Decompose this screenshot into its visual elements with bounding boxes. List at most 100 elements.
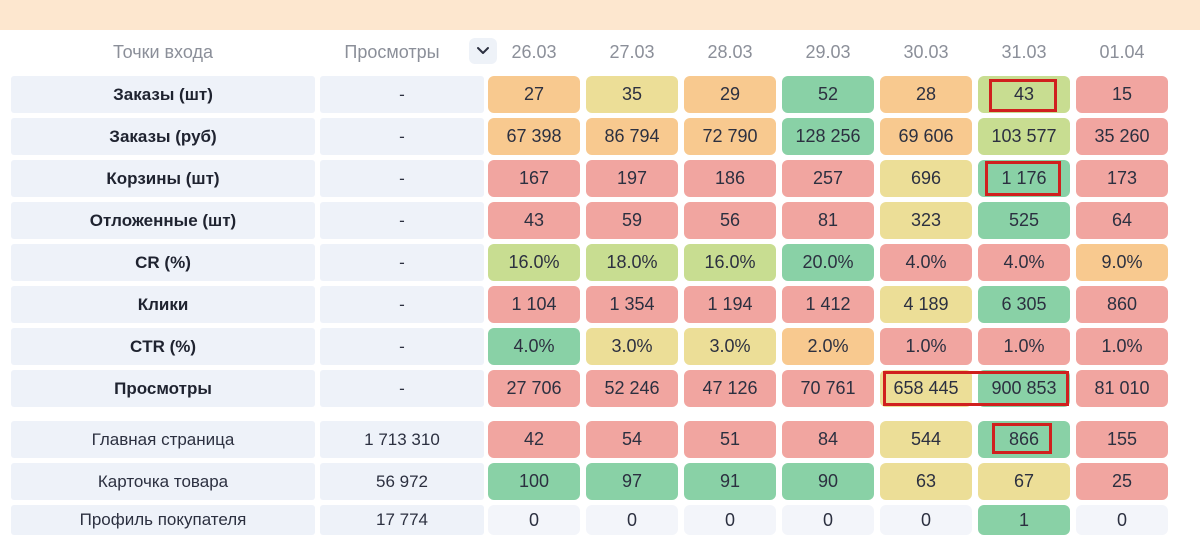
value-cell: 90 [782, 463, 874, 500]
value-cell: 696 [880, 160, 972, 197]
value-cell: 16.0% [488, 244, 580, 281]
header-entry-points: Точки входа [112, 42, 213, 62]
value-cell: 43 [978, 76, 1070, 113]
header-views[interactable]: Просмотры [344, 42, 440, 62]
value-cell: 900 853 [978, 370, 1070, 407]
value-cell: 0 [880, 505, 972, 535]
views-cell: - [320, 118, 484, 155]
value-cell: 2.0% [782, 328, 874, 365]
value-cell: 1.0% [1076, 328, 1168, 365]
sort-button[interactable] [469, 38, 497, 64]
value-cell: 27 [488, 76, 580, 113]
date-header[interactable]: 01.04 [1099, 42, 1145, 62]
value-cell: 1 [978, 505, 1070, 535]
metric-row: Просмотры -27 706 52 246 47 126 70 761 658 44… [0, 370, 1200, 407]
value-cell: 43 [488, 202, 580, 239]
value-cell: 1 354 [586, 286, 678, 323]
value-cell: 173 [1076, 160, 1168, 197]
value-cell: 1 412 [782, 286, 874, 323]
value-cell: 81 010 [1076, 370, 1168, 407]
views-cell: - [320, 244, 484, 281]
views-cell: - [320, 286, 484, 323]
source-row: Карточка товара 56 972 100 97 91 90 63 67 25 [0, 463, 1200, 500]
value-cell: 0 [586, 505, 678, 535]
row-label: Просмотры [11, 370, 315, 407]
metric-row: CTR (%) -4.0% 3.0% 3.0% 2.0% 1.0% 1.0% 1.0% [0, 328, 1200, 365]
views-cell: 1 713 310 [320, 421, 484, 458]
value-cell: 544 [880, 421, 972, 458]
row-label: Заказы (руб) [11, 118, 315, 155]
value-cell: 9.0% [1076, 244, 1168, 281]
value-cell: 103 577 [978, 118, 1070, 155]
value-cell: 51 [684, 421, 776, 458]
value-cell: 155 [1076, 421, 1168, 458]
metric-row: Заказы (шт) -27 35 29 52 28 43 15 [0, 76, 1200, 113]
value-cell: 84 [782, 421, 874, 458]
row-label: Корзины (шт) [11, 160, 315, 197]
value-cell: 0 [1076, 505, 1168, 535]
value-cell: 15 [1076, 76, 1168, 113]
metric-row: Заказы (руб) -67 398 86 794 72 790 128 256 69… [0, 118, 1200, 155]
value-cell: 91 [684, 463, 776, 500]
value-cell: 56 [684, 202, 776, 239]
value-cell: 29 [684, 76, 776, 113]
value-cell: 52 [782, 76, 874, 113]
date-header[interactable]: 29.03 [805, 42, 851, 62]
value-cell: 3.0% [586, 328, 678, 365]
value-cell: 3.0% [684, 328, 776, 365]
value-cell: 6 305 [978, 286, 1070, 323]
value-cell: 0 [488, 505, 580, 535]
value-cell: 47 126 [684, 370, 776, 407]
value-cell: 67 [978, 463, 1070, 500]
row-label: CTR (%) [11, 328, 315, 365]
value-cell: 16.0% [684, 244, 776, 281]
value-cell: 81 [782, 202, 874, 239]
value-cell: 86 794 [586, 118, 678, 155]
value-cell: 525 [978, 202, 1070, 239]
value-cell: 4 189 [880, 286, 972, 323]
date-header[interactable]: 26.03 [511, 42, 557, 62]
value-cell: 72 790 [684, 118, 776, 155]
value-cell: 128 256 [782, 118, 874, 155]
value-cell: 167 [488, 160, 580, 197]
value-cell: 18.0% [586, 244, 678, 281]
value-cell: 70 761 [782, 370, 874, 407]
value-cell: 59 [586, 202, 678, 239]
row-label: Главная страница [11, 421, 315, 458]
value-cell: 63 [880, 463, 972, 500]
views-cell: - [320, 328, 484, 365]
value-cell: 658 445 [880, 370, 972, 407]
views-cell: - [320, 76, 484, 113]
value-cell: 25 [1076, 463, 1168, 500]
views-cell: - [320, 160, 484, 197]
value-cell: 1 176 [978, 160, 1070, 197]
value-cell: 4.0% [978, 244, 1070, 281]
value-cell: 860 [1076, 286, 1168, 323]
value-cell: 4.0% [880, 244, 972, 281]
row-label: Заказы (шт) [11, 76, 315, 113]
row-label: Карточка товара [11, 463, 315, 500]
views-cell: 56 972 [320, 463, 484, 500]
row-label: Отложенные (шт) [11, 202, 315, 239]
date-header[interactable]: 27.03 [609, 42, 655, 62]
value-cell: 52 246 [586, 370, 678, 407]
value-cell: 35 260 [1076, 118, 1168, 155]
top-banner [0, 0, 1200, 30]
value-cell: 35 [586, 76, 678, 113]
value-cell: 1 104 [488, 286, 580, 323]
value-cell: 257 [782, 160, 874, 197]
date-header[interactable]: 31.03 [1001, 42, 1047, 62]
source-row: Главная страница 1 713 310 42 54 51 84 544 866 1… [0, 421, 1200, 458]
value-cell: 64 [1076, 202, 1168, 239]
value-cell: 4.0% [488, 328, 580, 365]
value-cell: 27 706 [488, 370, 580, 407]
metric-row: Клики -1 104 1 354 1 194 1 412 4 189 6 305 860 [0, 286, 1200, 323]
value-cell: 69 606 [880, 118, 972, 155]
value-cell: 0 [684, 505, 776, 535]
value-cell: 97 [586, 463, 678, 500]
row-label: CR (%) [11, 244, 315, 281]
metric-row: Корзины (шт) -167 197 186 257 696 1 176 173 [0, 160, 1200, 197]
date-header[interactable]: 30.03 [903, 42, 949, 62]
date-header[interactable]: 28.03 [707, 42, 753, 62]
value-cell: 1.0% [880, 328, 972, 365]
